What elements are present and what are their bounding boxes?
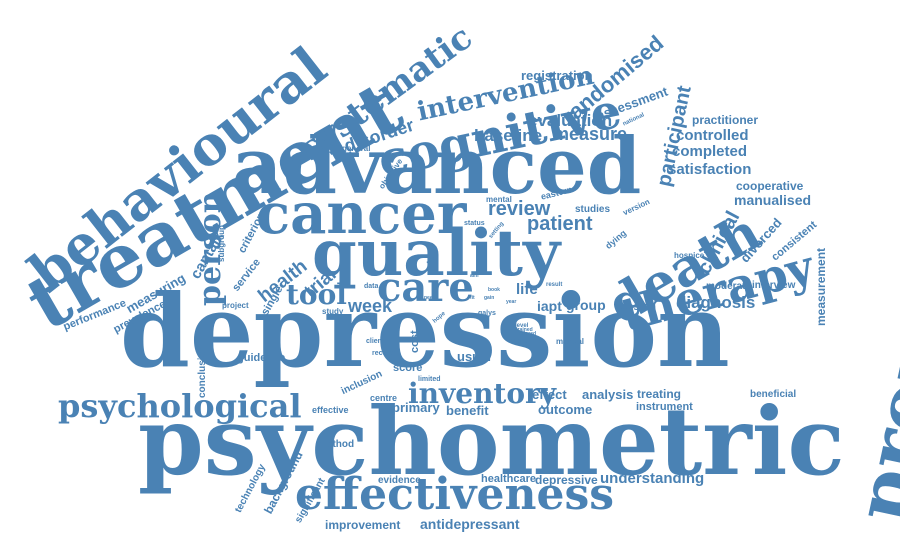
- word-status: status: [464, 220, 485, 227]
- word-cooperative: cooperative: [736, 179, 804, 193]
- word-care: care: [377, 264, 474, 311]
- word-satisfaction: satisfaction: [668, 161, 752, 178]
- word-year: year: [506, 299, 517, 305]
- word-score: score: [393, 362, 423, 374]
- word-depressive: depressive: [535, 473, 598, 487]
- word-evaluation: evaluation: [528, 111, 613, 130]
- word-quality: quality: [312, 216, 561, 291]
- word-moderate: moderate: [706, 281, 752, 292]
- word-diagnosis: diagnosis: [676, 293, 756, 312]
- word-measure: measure: [553, 124, 628, 144]
- word-treating: treating: [637, 387, 682, 401]
- word-tool: tool: [286, 278, 347, 311]
- word-measurement: measurement: [814, 247, 828, 326]
- word-conclusion: conclusion: [197, 345, 208, 398]
- word-receipt: receipt: [372, 350, 395, 357]
- word-cost: cost: [409, 330, 421, 353]
- word-data: data: [364, 283, 379, 290]
- word-manualised: manualised: [734, 192, 812, 208]
- word-usual: usual: [457, 349, 491, 364]
- word-effectiveness: effectiveness: [295, 469, 615, 520]
- word-project: project: [222, 301, 249, 310]
- word-qalys: qalys: [478, 310, 496, 317]
- word-manual: manual: [556, 337, 585, 346]
- word-improvement: improvement: [325, 518, 401, 532]
- word-subgroup: subgroup: [217, 225, 226, 262]
- word-book: book: [488, 287, 500, 293]
- word-primary: primary: [392, 400, 440, 415]
- word-baseline: baseline: [474, 126, 543, 145]
- word-properties: properties: [839, 91, 900, 529]
- word-advanced: advanced: [232, 121, 642, 212]
- word-iapt: iapt: [537, 298, 562, 314]
- word-level: level: [515, 323, 529, 329]
- word-effect: effect: [532, 387, 567, 402]
- word-interview: interview: [752, 280, 796, 291]
- word-evidence: evidence: [378, 475, 421, 486]
- word-instrument: instrument: [636, 401, 693, 413]
- word-mental: mental: [486, 195, 512, 204]
- word-cancer: cancer: [256, 181, 467, 247]
- word-psychological: psychological: [58, 387, 302, 425]
- word-study: study: [322, 307, 344, 316]
- word-analysis: analysis: [582, 387, 634, 402]
- word-trained: trained: [516, 327, 533, 333]
- word-controlled: controlled: [676, 127, 749, 144]
- word-gain: gain: [484, 295, 495, 301]
- word-group: group: [566, 297, 606, 313]
- word-month: month: [510, 338, 532, 345]
- word-session: session: [615, 301, 656, 313]
- word-method: method: [318, 439, 355, 450]
- word-fit: fit: [470, 295, 475, 301]
- word-aim: aim: [470, 273, 479, 279]
- word-general: general: [342, 144, 371, 153]
- word-inventory: inventory: [408, 377, 557, 410]
- word-healthcare: healthcare: [481, 473, 537, 485]
- word-beneficial: beneficial: [750, 389, 797, 400]
- word-outcome: outcome: [538, 402, 593, 417]
- word-guideline: guideline: [237, 352, 286, 364]
- word-need: need: [424, 295, 436, 301]
- word-psychometric: psychometric: [138, 387, 845, 497]
- word-client: client: [366, 338, 385, 345]
- word-week: week: [348, 296, 393, 316]
- word-limited: limited: [418, 376, 441, 383]
- word-patient: patient: [527, 213, 593, 235]
- word-registration: registration: [521, 68, 593, 83]
- word-benefit: benefit: [446, 403, 489, 418]
- word-review: review: [488, 198, 551, 220]
- word-centre: centre: [370, 393, 398, 403]
- word-depression: depression: [120, 272, 730, 390]
- word-antidepressant: antidepressant: [420, 516, 520, 532]
- word-result: result: [546, 282, 563, 288]
- word-effective: effective: [312, 405, 349, 415]
- word-completed: completed: [672, 143, 748, 160]
- word-life: life: [516, 281, 538, 298]
- word-tailored: tailored: [518, 331, 537, 337]
- word-hospice: hospice: [674, 251, 705, 260]
- word-understanding: understanding: [600, 470, 705, 487]
- word-dying: dying: [603, 227, 629, 251]
- word-practitioner: practitioner: [692, 113, 759, 127]
- word-studies: studies: [575, 204, 611, 215]
